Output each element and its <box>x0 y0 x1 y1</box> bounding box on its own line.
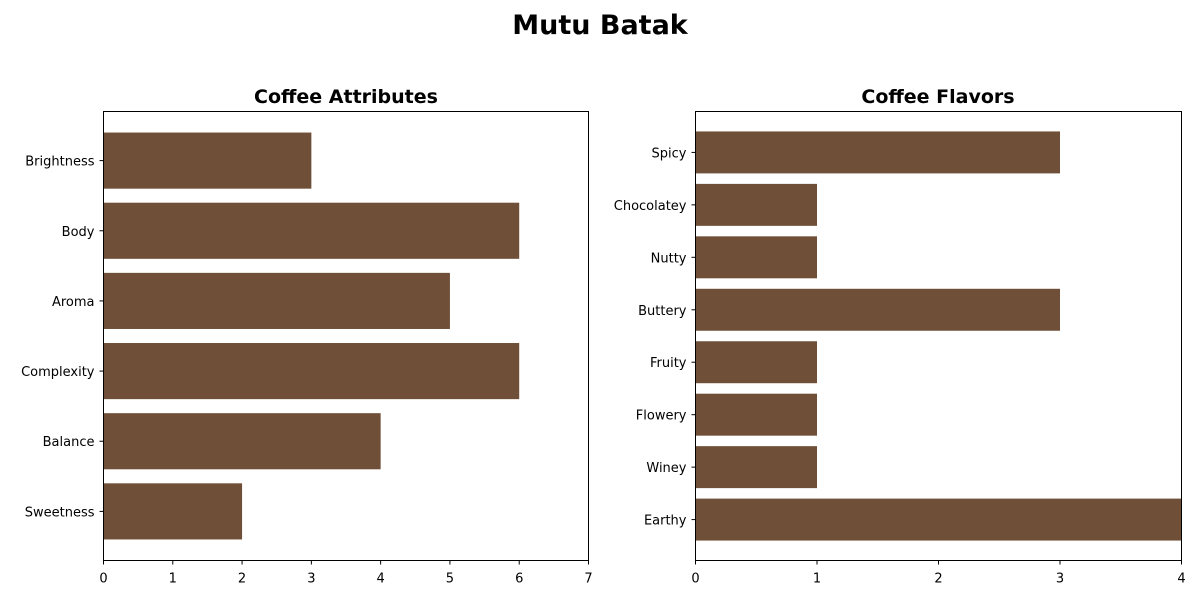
y-tick-label: Body <box>62 225 95 240</box>
x-tick-label: 2 <box>238 572 246 587</box>
y-axis: Brightness Body Aroma Complexity Balance Swee… <box>21 155 104 520</box>
bar-complexity <box>103 343 520 400</box>
bar-spicy <box>695 131 1060 174</box>
y-tick-label: Aroma <box>52 295 95 310</box>
y-tick-label: Balance <box>43 435 95 450</box>
bar-balance <box>103 413 381 470</box>
y-tick-label: Spicy <box>652 146 687 161</box>
coffee-flavors-panel: Coffee Flavors Spicy Chocolatey Nutty Butte… <box>614 86 1186 587</box>
x-tick-label: 3 <box>1056 572 1064 587</box>
y-tick-label: Fruity <box>650 356 687 371</box>
x-axis: 0 1 2 3 4 <box>691 560 1186 587</box>
x-tick-label: 1 <box>169 572 177 587</box>
coffee-attributes-panel: Coffee Attributes Brightness Body Aroma Com… <box>21 86 593 587</box>
x-tick-label: 1 <box>813 572 821 587</box>
panel-title: Coffee Flavors <box>861 86 1014 108</box>
bar-winey <box>695 446 817 489</box>
plot-frame <box>103 111 589 561</box>
y-tick-label: Flowery <box>636 409 687 424</box>
x-tick-label: 3 <box>307 572 315 587</box>
y-tick-label: Chocolatey <box>614 199 687 214</box>
bar-buttery <box>695 288 1060 331</box>
bar-flowery <box>695 393 817 436</box>
y-tick-label: Winey <box>646 461 686 476</box>
x-tick-label: 0 <box>691 572 699 587</box>
bar-nutty <box>695 236 817 279</box>
figure-title: Mutu Batak <box>512 10 689 41</box>
y-tick-label: Complexity <box>21 365 95 380</box>
bar-fruity <box>695 341 817 384</box>
x-tick-label: 2 <box>934 572 942 587</box>
bar-chocolatey <box>695 183 817 226</box>
bars-group <box>103 132 520 540</box>
x-tick-label: 4 <box>377 572 385 587</box>
x-tick-label: 5 <box>446 572 454 587</box>
x-axis: 0 1 2 3 4 5 6 7 <box>99 560 593 587</box>
y-tick-label: Earthy <box>644 514 687 529</box>
x-tick-label: 6 <box>515 572 523 587</box>
y-tick-label: Sweetness <box>25 505 95 520</box>
bar-brightness <box>103 132 312 189</box>
y-tick-label: Nutty <box>651 251 687 266</box>
x-tick-label: 7 <box>584 572 592 587</box>
y-tick-label: Brightness <box>25 155 94 170</box>
x-tick-label: 4 <box>1177 572 1185 587</box>
plot-frame <box>695 111 1182 561</box>
y-axis: Spicy Chocolatey Nutty Buttery Fruity Flowery… <box>614 146 696 529</box>
y-tick-label: Buttery <box>638 304 687 319</box>
bar-earthy <box>695 498 1182 541</box>
bar-aroma <box>103 272 450 329</box>
x-tick-label: 0 <box>99 572 107 587</box>
bar-body <box>103 202 520 259</box>
bars-group <box>695 131 1182 541</box>
panel-title: Coffee Attributes <box>254 86 438 108</box>
bar-sweetness <box>103 483 243 540</box>
